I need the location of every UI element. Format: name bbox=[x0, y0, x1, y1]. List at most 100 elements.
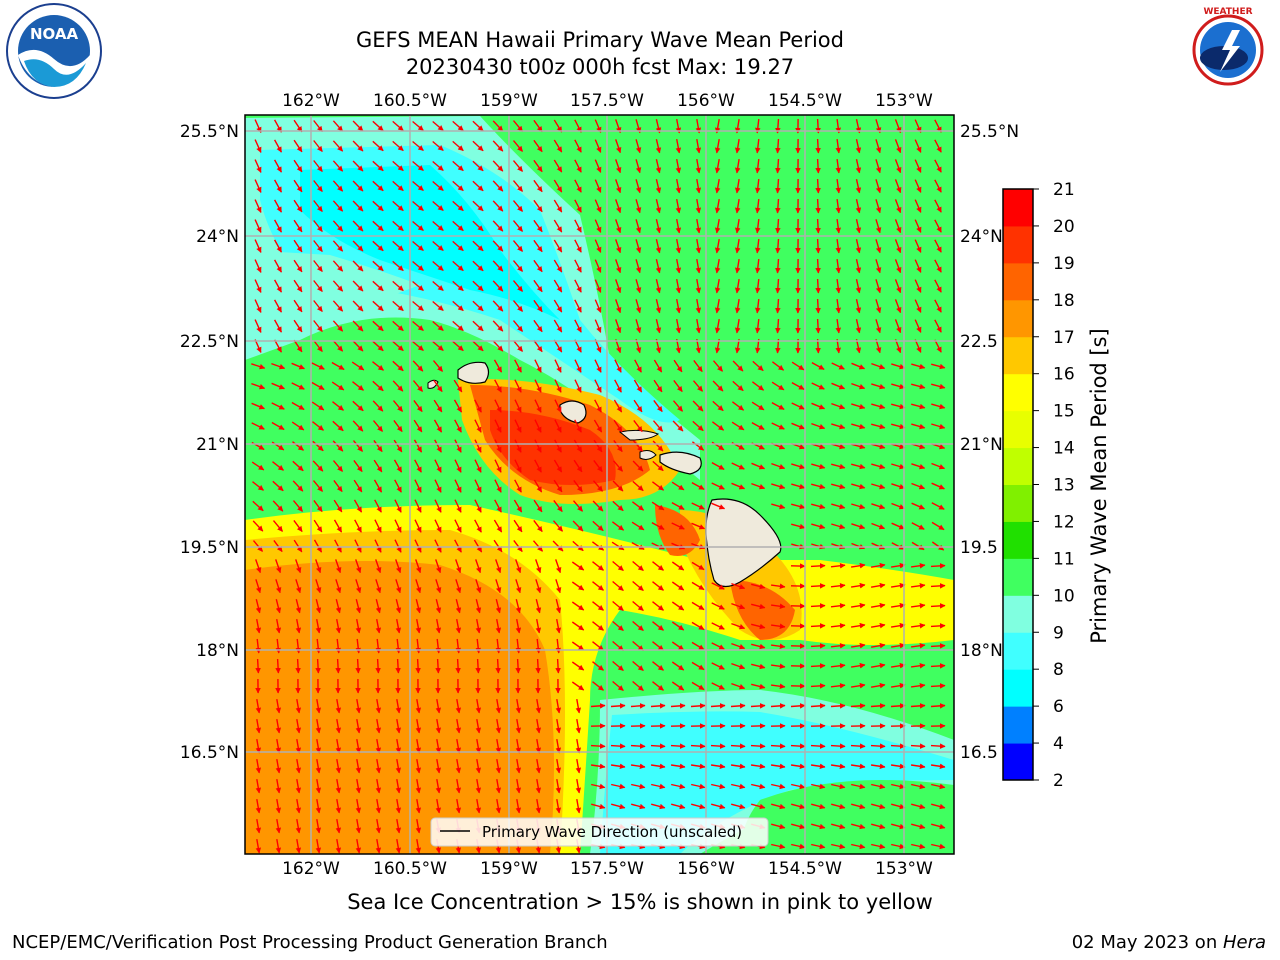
wave-direction-arrow bbox=[435, 618, 442, 634]
colorbar-segment bbox=[1003, 299, 1033, 338]
wave-direction-arrow bbox=[474, 499, 482, 513]
colorbar-tick-label: 13 bbox=[1053, 476, 1075, 496]
wave-direction-arrow bbox=[714, 218, 721, 234]
wave-direction-arrow bbox=[313, 320, 323, 332]
wave-direction-arrow bbox=[374, 499, 382, 513]
colorbar-tick-label: 9 bbox=[1053, 623, 1064, 643]
wave-direction-arrow bbox=[632, 460, 644, 472]
wave-direction-arrow bbox=[395, 599, 402, 614]
wave-direction-arrow bbox=[353, 459, 363, 473]
wave-direction-arrow bbox=[315, 579, 322, 594]
colorbar-tick-label: 16 bbox=[1053, 365, 1075, 385]
wave-direction-arrow bbox=[412, 260, 424, 272]
lon-tick-label: 156°W bbox=[677, 859, 735, 879]
wave-direction-arrow bbox=[534, 419, 542, 433]
wave-direction-arrow bbox=[714, 158, 721, 174]
wave-direction-arrow bbox=[293, 199, 303, 213]
wave-direction-arrow bbox=[455, 579, 462, 594]
wave-direction-arrow bbox=[512, 220, 524, 232]
wave-direction-arrow bbox=[750, 763, 766, 770]
wave-direction-arrow bbox=[691, 681, 705, 691]
wave-direction-arrow bbox=[810, 663, 826, 669]
wave-direction-arrow bbox=[375, 618, 382, 634]
wave-direction-arrow bbox=[554, 399, 562, 413]
wave-direction-arrow bbox=[313, 140, 323, 152]
wave-direction-arrow bbox=[910, 763, 926, 770]
wave-direction-arrows bbox=[251, 118, 946, 854]
wave-direction-arrow bbox=[695, 218, 702, 234]
wave-direction-arrow bbox=[332, 320, 344, 332]
wave-direction-arrow bbox=[454, 539, 462, 553]
wave-direction-arrow bbox=[594, 239, 602, 253]
wave-direction-arrow bbox=[671, 542, 686, 550]
wave-direction-arrow bbox=[851, 382, 866, 390]
wave-direction-arrow bbox=[335, 798, 342, 814]
wave-direction-arrow bbox=[593, 419, 603, 433]
wave-direction-arrow bbox=[553, 319, 563, 333]
wave-direction-arrow bbox=[292, 441, 304, 451]
wave-direction-arrow bbox=[574, 119, 582, 133]
wave-direction-arrow bbox=[412, 220, 424, 232]
wave-direction-arrow bbox=[934, 139, 942, 153]
wave-direction-arrow bbox=[535, 778, 542, 794]
wave-direction-arrow bbox=[534, 399, 542, 413]
wave-direction-arrow bbox=[810, 643, 826, 649]
wave-direction-arrow bbox=[734, 258, 741, 274]
wave-direction-arrow bbox=[533, 119, 543, 133]
wave-direction-arrow bbox=[375, 758, 382, 774]
wave-direction-arrow bbox=[791, 783, 806, 790]
wave-direction-arrow bbox=[711, 622, 725, 630]
wave-direction-arrow bbox=[574, 199, 582, 213]
wave-direction-arrow bbox=[533, 259, 543, 273]
wave-direction-arrow bbox=[815, 278, 821, 294]
wave-direction-arrow bbox=[251, 422, 265, 430]
wave-direction-arrow bbox=[275, 738, 282, 754]
wave-direction-arrow bbox=[655, 239, 662, 254]
wave-direction-arrow bbox=[655, 259, 662, 274]
wave-direction-arrow bbox=[850, 662, 866, 669]
wave-direction-arrow bbox=[533, 199, 543, 213]
wave-direction-arrow bbox=[575, 778, 582, 794]
wave-direction-arrow bbox=[610, 703, 626, 709]
wave-direction-arrow bbox=[594, 259, 602, 273]
wave-direction-arrow bbox=[454, 499, 462, 513]
wave-direction-arrow bbox=[293, 339, 303, 353]
wave-direction-arrow bbox=[313, 120, 323, 132]
wave-direction-arrow bbox=[754, 219, 761, 234]
lon-tick-label: 160.5°W bbox=[373, 91, 447, 111]
wave-direction-arrow bbox=[352, 180, 364, 192]
wave-direction-arrow bbox=[455, 599, 462, 614]
wave-direction-arrow bbox=[890, 622, 906, 629]
wave-direction-arrow bbox=[675, 218, 682, 234]
colorbar-segment bbox=[1003, 225, 1033, 264]
wave-direction-arrow bbox=[372, 380, 384, 392]
footer-credit: NCEP/EMC/Verification Post Processing Pr… bbox=[12, 932, 608, 953]
wave-direction-arrow bbox=[710, 743, 726, 749]
wave-direction-arrow bbox=[831, 523, 846, 530]
wave-direction-arrow bbox=[492, 320, 504, 332]
wave-direction-arrow bbox=[914, 219, 922, 233]
wave-direction-arrow bbox=[630, 763, 646, 770]
wave-direction-arrow bbox=[553, 299, 563, 313]
wave-direction-arrow bbox=[375, 599, 382, 614]
wave-direction-arrow bbox=[652, 581, 664, 591]
wave-direction-arrow bbox=[734, 318, 741, 334]
wave-direction-arrow bbox=[313, 200, 323, 212]
wave-direction-arrow bbox=[691, 502, 705, 510]
wave-direction-arrow bbox=[515, 738, 522, 754]
chart-subtitle: 20230430 t00z 000h fcst Max: 19.27 bbox=[405, 55, 795, 79]
wave-direction-arrow bbox=[574, 279, 582, 293]
wave-direction-arrow bbox=[515, 758, 522, 774]
wave-direction-arrow bbox=[473, 539, 483, 553]
wave-direction-arrow bbox=[930, 763, 946, 770]
colorbar-label: Primary Wave Mean Period [s] bbox=[1087, 328, 1111, 644]
wave-direction-arrow bbox=[414, 459, 422, 473]
wave-direction-arrow bbox=[831, 783, 846, 790]
wave-direction-arrow bbox=[855, 159, 862, 174]
wave-direction-arrow bbox=[731, 602, 746, 610]
wave-direction-arrow bbox=[332, 240, 344, 252]
wave-direction-arrow bbox=[452, 160, 464, 172]
wave-direction-arrow bbox=[493, 359, 503, 373]
wave-direction-arrow bbox=[811, 361, 825, 371]
wave-direction-arrow bbox=[415, 599, 422, 614]
